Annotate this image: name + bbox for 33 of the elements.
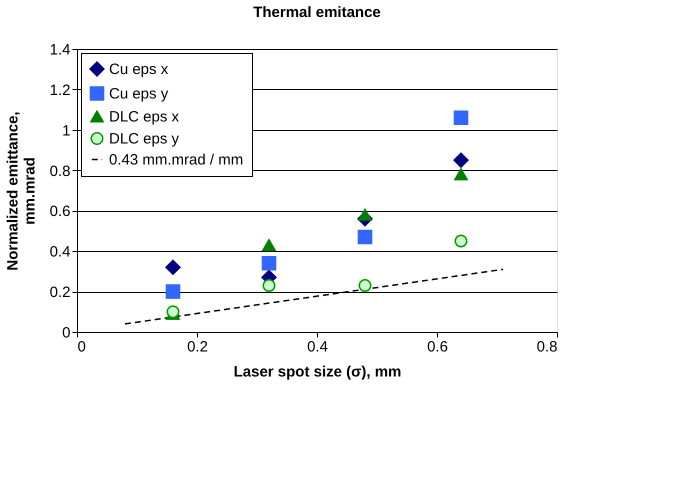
y-tick-label: 0.6 (50, 203, 70, 220)
x-tick-label: 0.2 (187, 338, 208, 356)
legend-label: 0.43 mm.mrad / mm (109, 152, 244, 168)
point (262, 239, 276, 252)
point (453, 152, 469, 168)
y-tick-label: 0 (62, 324, 70, 342)
y-tick-label: 1.2 (50, 82, 70, 99)
y-axis-title: Normalized emittance, mm.mrad (4, 111, 39, 271)
x-tick-label: 0.4 (307, 338, 328, 356)
point (454, 168, 468, 180)
x-tick-label: 0.6 (427, 338, 448, 356)
point (454, 234, 468, 248)
x-tick-label: 0 (78, 338, 86, 356)
point (165, 260, 181, 275)
point (166, 284, 180, 299)
legend-label: Cu eps y (109, 86, 169, 102)
y-tick-label: 0.4 (50, 244, 70, 261)
point (262, 256, 276, 271)
y-tick-label: 0.8 (50, 162, 70, 180)
legend-label: DLC eps x (109, 108, 180, 126)
point (262, 279, 276, 292)
x-axis-title: Laser spot size (σ), mm (234, 364, 402, 380)
point (358, 230, 372, 244)
x-tick-label: 0.8 (536, 338, 558, 356)
chart-title: Thermal emitance (253, 4, 381, 21)
legend-label: Cu eps x (109, 61, 169, 78)
point (454, 110, 468, 125)
y-tick-label: 1.4 (50, 42, 70, 58)
y-tick-label: 1 (62, 122, 70, 140)
point (358, 279, 372, 292)
y-tick-label: 0.2 (50, 284, 70, 302)
legend-label: DLC eps y (109, 130, 180, 148)
point (358, 208, 372, 221)
